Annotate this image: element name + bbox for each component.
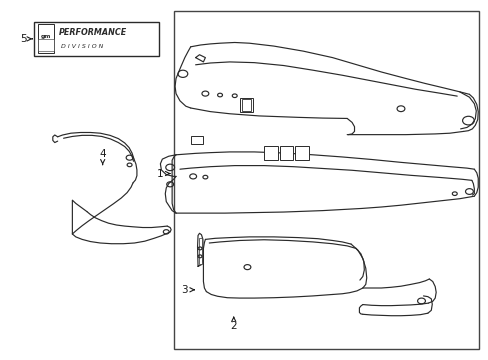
Bar xyxy=(173,11,478,349)
Bar xyxy=(239,98,253,112)
Text: 1: 1 xyxy=(157,168,169,179)
Text: 2: 2 xyxy=(230,317,237,331)
Text: 4: 4 xyxy=(99,149,106,165)
Bar xyxy=(38,24,54,53)
Text: D I V I S I O N: D I V I S I O N xyxy=(61,44,102,49)
Text: 3: 3 xyxy=(181,285,194,295)
Bar xyxy=(38,39,54,51)
Text: gm: gm xyxy=(41,35,51,39)
Bar xyxy=(241,99,251,111)
Bar xyxy=(264,146,277,160)
Bar xyxy=(279,146,293,160)
Bar xyxy=(198,238,202,264)
Bar xyxy=(295,146,308,160)
Bar xyxy=(190,136,203,144)
Bar xyxy=(34,22,159,56)
Text: PERFORMANCE: PERFORMANCE xyxy=(59,28,127,37)
Text: 5: 5 xyxy=(20,34,32,44)
